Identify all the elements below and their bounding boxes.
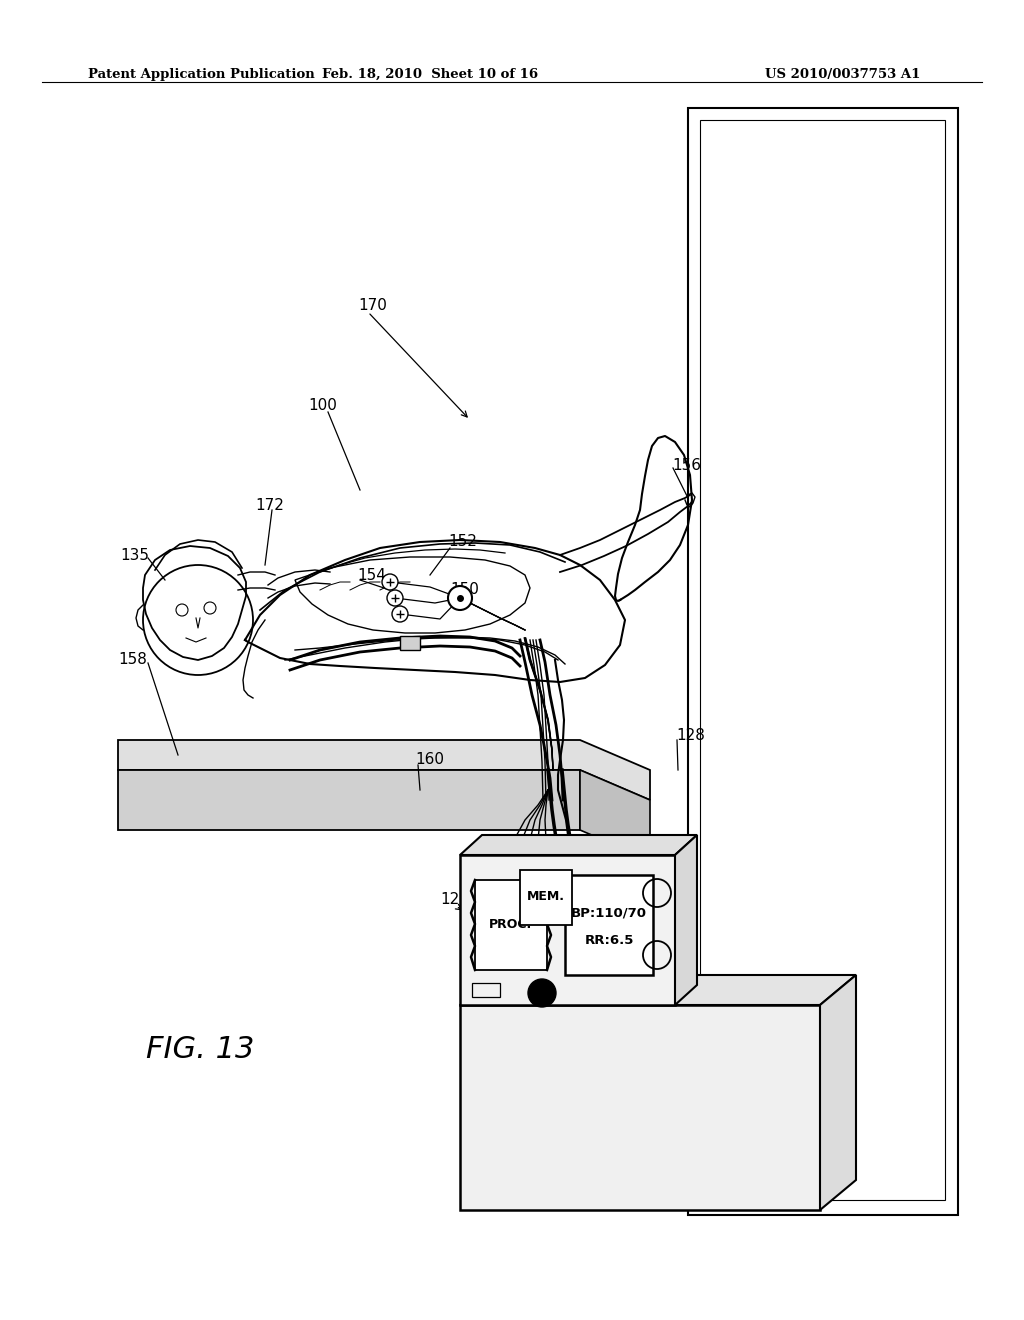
Text: FIG. 13: FIG. 13 [145,1035,254,1064]
Polygon shape [580,770,650,861]
Circle shape [392,606,408,622]
Polygon shape [520,870,572,925]
Text: Feb. 18, 2010  Sheet 10 of 16: Feb. 18, 2010 Sheet 10 of 16 [322,69,538,81]
Text: 130: 130 [572,993,601,1007]
Polygon shape [460,1005,820,1210]
Text: BP:110/70: BP:110/70 [571,907,647,920]
Text: 150: 150 [450,582,479,598]
Circle shape [449,586,472,610]
Polygon shape [118,770,580,830]
Text: 152: 152 [449,535,477,549]
Polygon shape [118,741,650,800]
Text: MEM.: MEM. [527,891,565,903]
Circle shape [382,574,398,590]
Polygon shape [475,880,547,970]
Text: 126: 126 [610,993,639,1007]
Text: Patent Application Publication: Patent Application Publication [88,69,314,81]
Text: 140: 140 [495,993,524,1007]
Text: PROC.: PROC. [489,919,532,932]
Polygon shape [820,975,856,1210]
Text: 135: 135 [120,548,150,562]
Text: 154: 154 [357,568,386,582]
Polygon shape [460,855,675,1005]
Text: 128: 128 [676,727,705,742]
Polygon shape [460,975,856,1005]
Circle shape [387,590,403,606]
Text: 158: 158 [118,652,146,668]
Circle shape [528,979,556,1007]
Polygon shape [400,636,420,649]
Text: 170: 170 [358,297,387,313]
Text: 120: 120 [782,993,811,1007]
Polygon shape [688,108,958,1214]
Text: 100: 100 [308,397,337,412]
Text: RR:6.5: RR:6.5 [585,933,634,946]
Bar [472,983,500,997]
Text: 124: 124 [480,841,509,855]
Text: 156: 156 [672,458,701,473]
Text: US 2010/0037753 A1: US 2010/0037753 A1 [765,69,920,81]
Text: 122: 122 [440,892,469,908]
Polygon shape [675,836,697,1005]
Text: 160: 160 [415,752,444,767]
Text: 172: 172 [255,498,284,512]
Polygon shape [565,875,653,975]
Polygon shape [460,836,697,855]
